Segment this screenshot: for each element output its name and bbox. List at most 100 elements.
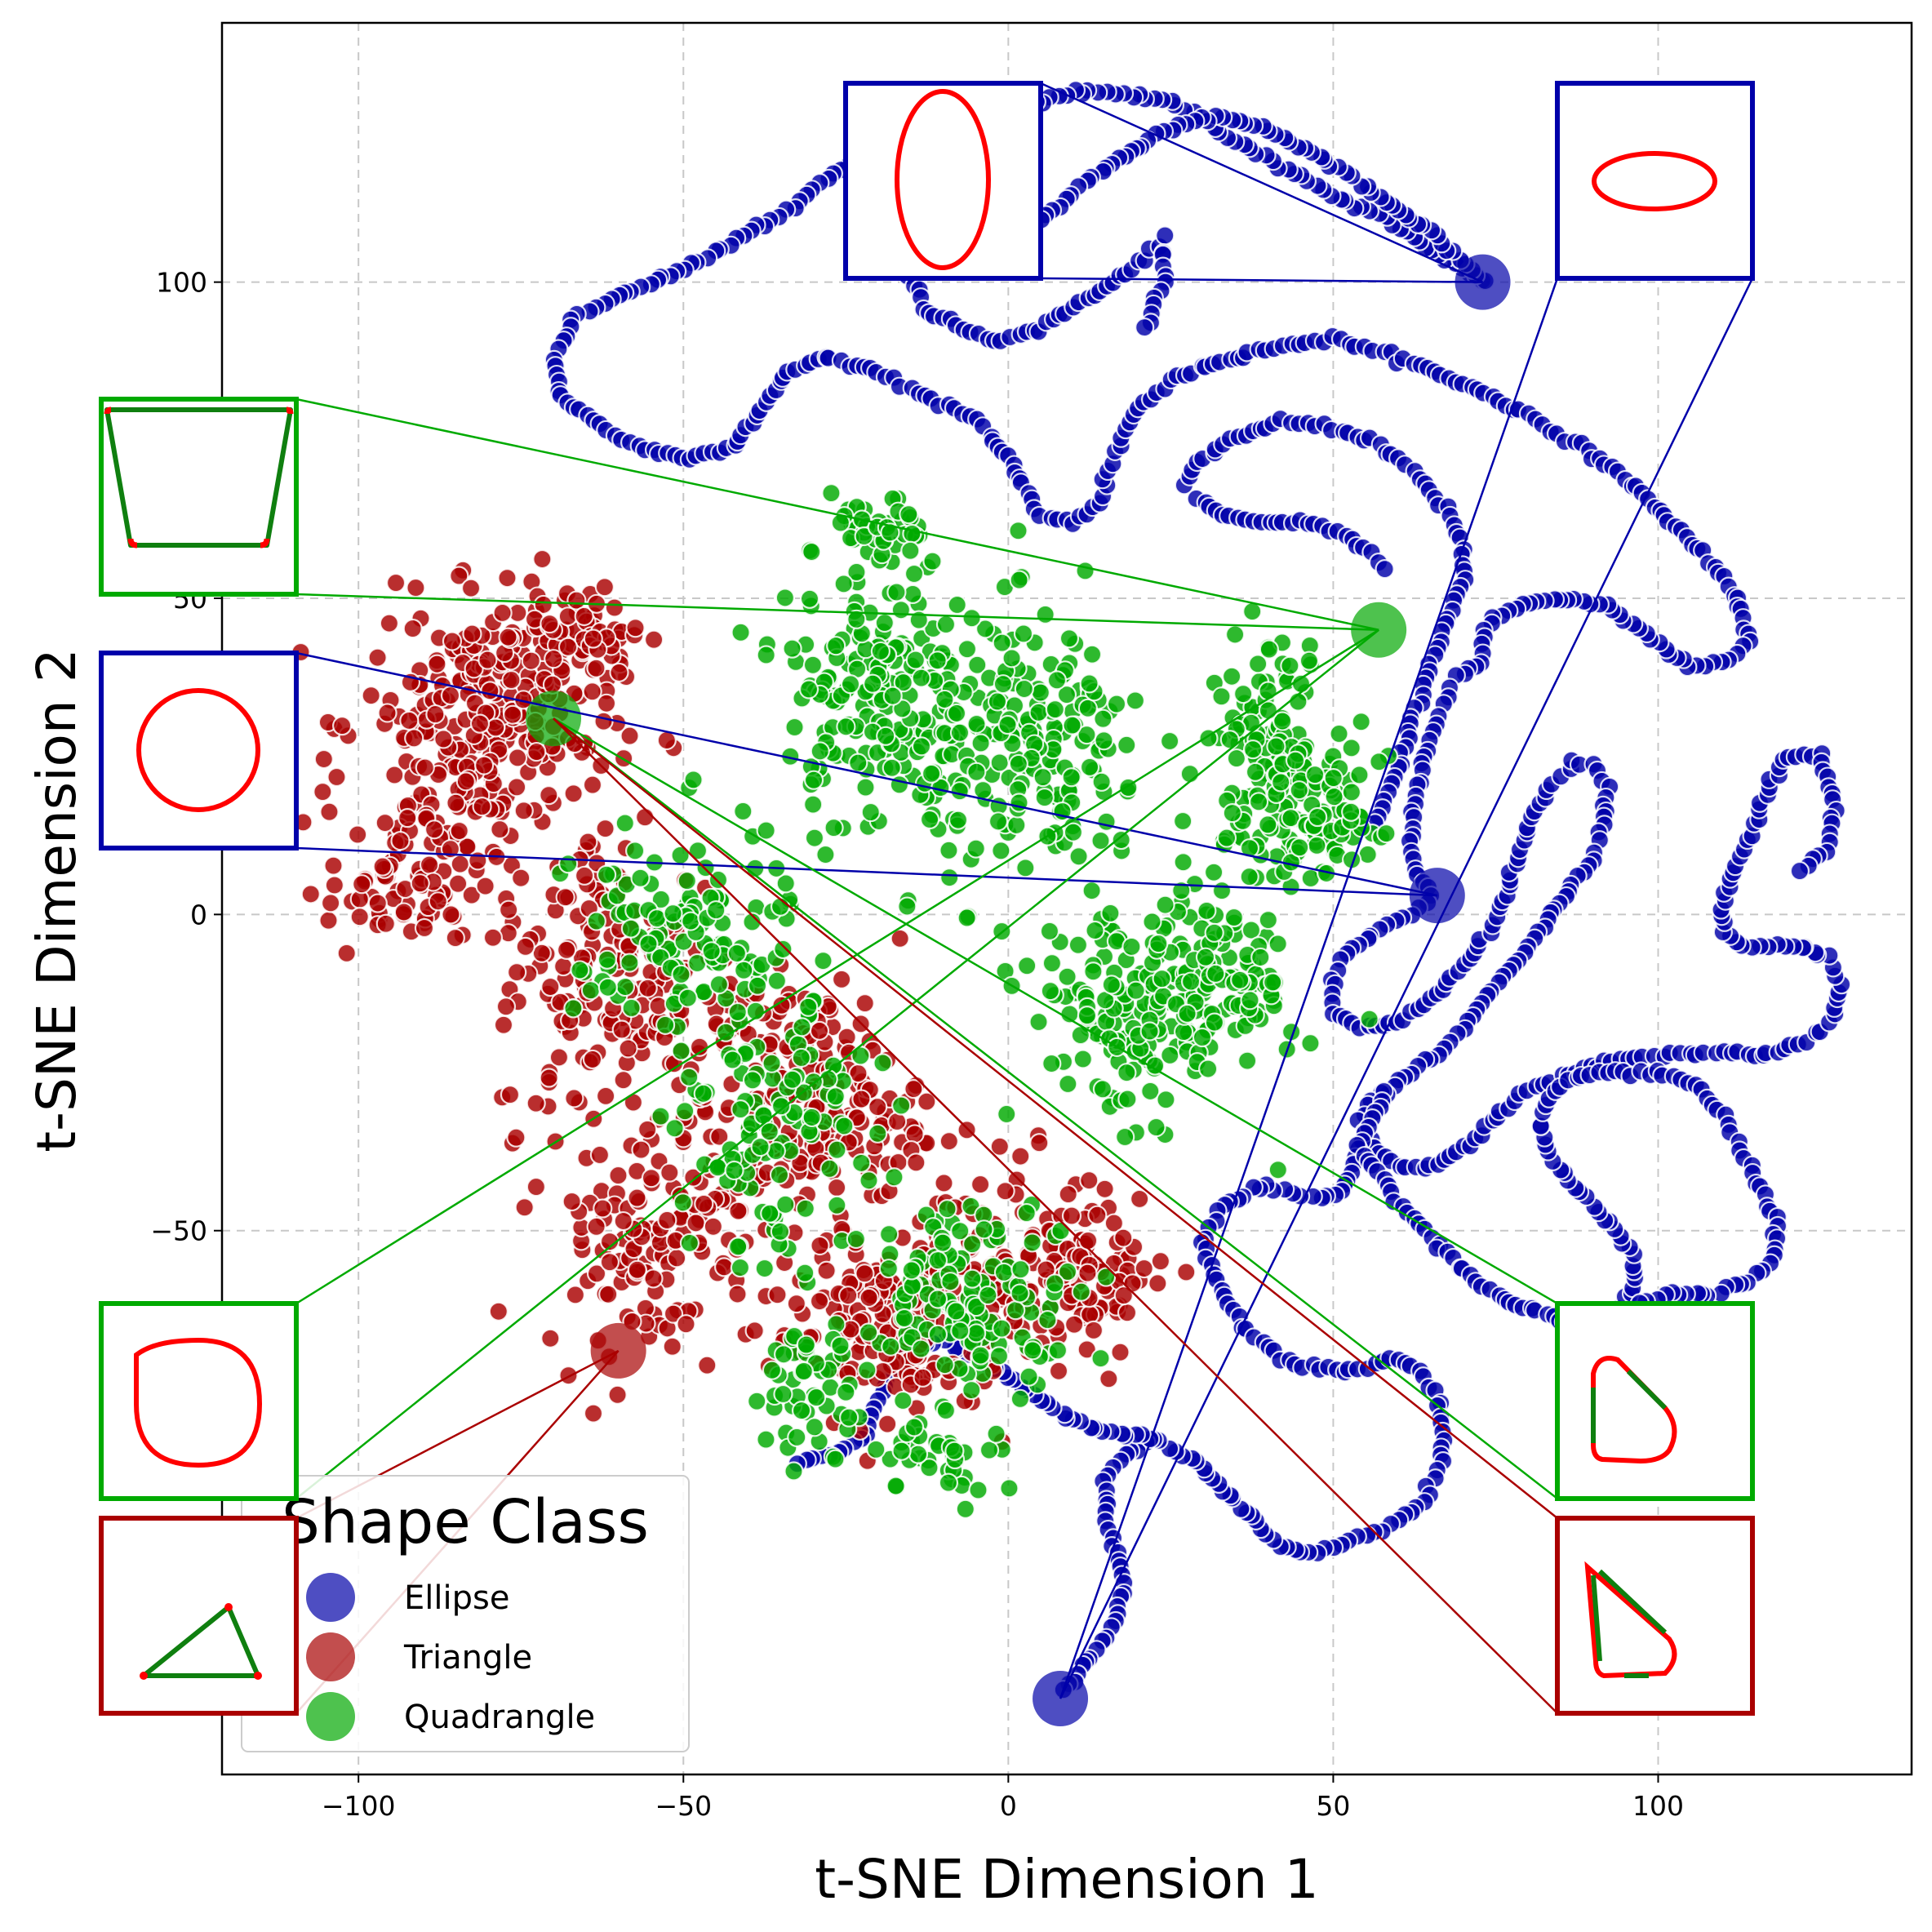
triangle-point: [1117, 1303, 1138, 1323]
quadrangle-point: [999, 1478, 1019, 1499]
quadrangle-point: [886, 582, 907, 602]
quadrangle-point: [1121, 936, 1142, 957]
quadrangle-point: [1006, 1300, 1026, 1321]
quadrangle-point: [1092, 1079, 1113, 1099]
x-tick-label: 50: [1316, 1790, 1350, 1822]
quadrangle-point: [905, 650, 926, 670]
triangle-point: [513, 801, 534, 821]
quadrangle-point: [701, 941, 722, 962]
inset-circle: [99, 651, 299, 851]
quadrangle-point: [840, 674, 861, 695]
triangle-point: [511, 868, 531, 888]
triangle-point: [313, 781, 333, 802]
quadrangle-point: [859, 1170, 879, 1191]
quadrangle-point: [803, 794, 824, 815]
quadrangle-point: [1068, 846, 1089, 867]
quadrangle-point: [798, 679, 819, 700]
triangle-point: [507, 962, 527, 983]
quadrangle-point: [813, 951, 833, 971]
triangle-point: [352, 874, 372, 895]
quadrangle-point: [1237, 1050, 1258, 1071]
quadrangle-point: [1211, 686, 1232, 707]
quadrangle-point: [1059, 628, 1080, 649]
quadrangle-point: [630, 868, 651, 888]
quadrangle-point: [742, 1070, 763, 1090]
triangle-point: [662, 1336, 682, 1357]
quadrangle-point: [974, 1219, 994, 1240]
quadrangle-point: [615, 976, 636, 997]
quadrangle-point: [756, 1429, 776, 1450]
quadrangle-point: [1289, 780, 1309, 801]
triangle-point: [553, 956, 574, 977]
quadrangle-point: [1079, 757, 1100, 777]
inset-ellipse-wide: [1555, 81, 1755, 281]
quadrangle-point: [670, 845, 691, 865]
quadrangle-point: [1206, 963, 1226, 984]
quadrangle-point: [1258, 815, 1278, 835]
quadrangle-point: [1280, 655, 1300, 676]
quadrangle-point: [724, 1160, 744, 1181]
legend-marker-triangle: [306, 1632, 355, 1681]
triangle-point: [609, 662, 629, 683]
quadrangle-point: [1139, 1021, 1160, 1042]
quadrangle-point: [792, 1017, 812, 1037]
triangle-point: [589, 1144, 611, 1166]
quadrangle-point: [1242, 739, 1264, 760]
quadrangle-point: [1010, 1283, 1030, 1304]
quadrangle-point: [802, 655, 824, 675]
quadrangle-point: [939, 868, 960, 888]
quadrangle-point: [1258, 700, 1278, 721]
quadrangle-point: [1248, 792, 1269, 812]
triangle-point: [428, 891, 448, 912]
quadrangle-point: [830, 1335, 851, 1356]
quadrangle-point: [784, 717, 805, 738]
triangle-point: [349, 907, 370, 927]
triangle-point: [492, 602, 513, 624]
quadrangle-point: [1081, 881, 1102, 901]
quadrangle-point: [1106, 694, 1127, 714]
triangle-point: [557, 606, 578, 627]
triangle-point: [595, 818, 615, 839]
triangle-point: [469, 713, 491, 734]
triangle-point: [727, 1284, 748, 1304]
quadrangle-point: [681, 911, 701, 931]
quadrangle-point: [927, 1324, 948, 1344]
triangle-point: [620, 726, 640, 746]
triangle-point: [348, 824, 368, 845]
inset-rounded-triangle: [1555, 1516, 1755, 1716]
quadrangle-point: [671, 964, 691, 984]
quadrangle-point: [1042, 953, 1063, 974]
x-tick-label: 100: [1632, 1790, 1684, 1822]
quadrangle-point: [1022, 1232, 1042, 1253]
quadrangle-point: [1075, 561, 1095, 581]
triangle-point: [611, 1019, 632, 1040]
triangle-point: [425, 704, 446, 725]
quadrangle-point: [1009, 570, 1029, 590]
triangle-point: [460, 578, 482, 598]
quadrangle-point: [1094, 731, 1114, 751]
triangle-point: [503, 704, 523, 725]
quadrangle-point: [944, 1441, 965, 1461]
triangle-point: [913, 1367, 933, 1388]
triangle-point: [490, 819, 510, 840]
quadrangle-point: [804, 1417, 825, 1437]
quadrangle-point: [902, 523, 922, 544]
quadrangle-point: [1299, 651, 1320, 671]
quadrangle-point: [795, 1198, 815, 1219]
quadrangle-point: [773, 939, 793, 960]
quadrangle-point: [1117, 735, 1137, 755]
triangle-point: [565, 1285, 585, 1305]
quadrangle-point: [991, 841, 1011, 861]
quadrangle-point: [848, 753, 868, 773]
triangle-point: [414, 917, 435, 939]
quadrangle-point: [966, 762, 987, 782]
quadrangle-point: [833, 574, 854, 594]
triangle-point: [313, 748, 334, 770]
quadrangle-point: [1017, 956, 1037, 976]
triangle-point: [500, 1085, 521, 1105]
quadrangle-point: [597, 949, 618, 970]
triangle-point: [424, 819, 445, 840]
triangle-point: [440, 685, 461, 706]
quadrangle-point: [860, 802, 881, 823]
triangle-point: [526, 741, 547, 762]
